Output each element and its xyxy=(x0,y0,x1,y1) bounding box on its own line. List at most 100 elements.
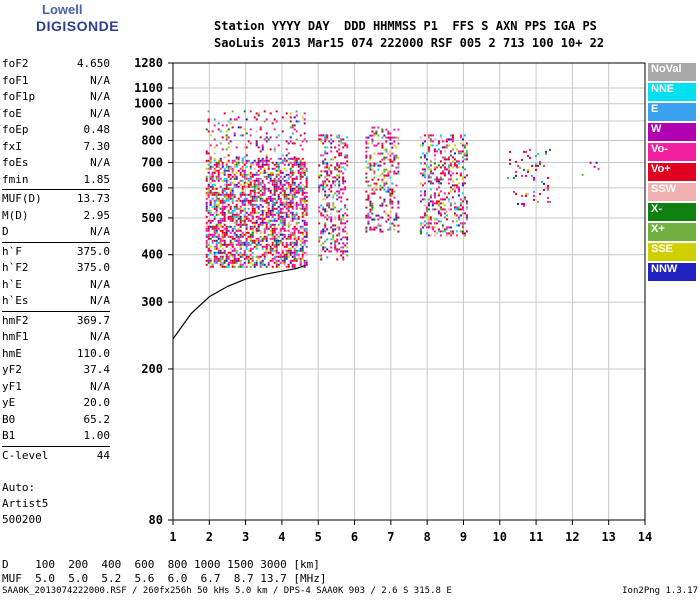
echo-point xyxy=(213,235,216,238)
echo-point xyxy=(283,189,286,192)
echo-point xyxy=(243,217,246,220)
echo-point xyxy=(221,199,224,202)
echo-point xyxy=(291,199,294,202)
echo-point xyxy=(305,175,308,178)
echo-point xyxy=(295,251,298,254)
echo-point xyxy=(375,162,378,165)
echo-point xyxy=(285,197,288,200)
echo-point xyxy=(283,159,286,162)
echo-point xyxy=(427,202,430,205)
echo-point xyxy=(455,160,458,163)
echo-point xyxy=(369,200,372,203)
echo-point xyxy=(383,156,386,159)
echo-point xyxy=(219,221,222,224)
echo-point xyxy=(227,154,230,157)
echo-point xyxy=(251,175,254,178)
echo-point xyxy=(235,161,238,164)
echo-point xyxy=(397,166,400,169)
echo-point xyxy=(241,173,244,176)
echo-point xyxy=(251,259,254,262)
echo-point xyxy=(233,239,236,242)
echo-point xyxy=(235,213,238,216)
echo-point xyxy=(237,126,240,129)
echo-point xyxy=(387,188,390,191)
echo-point xyxy=(281,243,284,246)
echo-point xyxy=(297,185,300,188)
echo-point xyxy=(263,171,266,174)
echo-point xyxy=(365,228,368,231)
echo-point xyxy=(205,197,208,200)
echo-point xyxy=(389,198,392,201)
echo-point xyxy=(213,205,216,208)
echo-point xyxy=(291,169,294,172)
echo-point xyxy=(543,182,545,185)
echo-point xyxy=(247,199,250,202)
echo-point xyxy=(245,175,248,178)
echo-point xyxy=(289,185,292,188)
echo-point xyxy=(293,124,296,127)
echo-point xyxy=(217,251,220,254)
echo-point xyxy=(225,130,228,133)
echo-point xyxy=(293,213,296,216)
y-tick-label: 200 xyxy=(141,362,163,376)
echo-point xyxy=(277,167,280,170)
echo-point xyxy=(207,211,210,214)
echo-point xyxy=(457,194,460,197)
echo-point xyxy=(393,196,396,199)
echo-point xyxy=(255,171,258,174)
echo-point xyxy=(326,256,329,259)
echo-point xyxy=(263,138,266,141)
echo-point xyxy=(251,247,254,250)
echo-point xyxy=(443,204,446,207)
echo-point xyxy=(340,200,343,203)
echo-point xyxy=(241,193,244,196)
echo-point xyxy=(275,183,278,186)
echo-point xyxy=(235,243,238,246)
echo-point xyxy=(243,146,246,149)
param-row: M(D) 2.95 xyxy=(2,208,110,225)
echo-point xyxy=(463,222,466,225)
echo-point xyxy=(453,212,456,215)
echo-point xyxy=(223,249,226,252)
echo-point xyxy=(346,164,349,167)
echo-point xyxy=(209,221,212,224)
echo-point xyxy=(344,250,347,253)
param-row: D N/A xyxy=(2,224,110,241)
echo-point xyxy=(305,253,308,256)
echo-point xyxy=(231,227,234,230)
echo-point xyxy=(277,217,280,220)
echo-point xyxy=(326,204,329,207)
echo-point xyxy=(455,230,458,233)
echo-point xyxy=(205,209,208,212)
echo-point xyxy=(525,150,527,153)
echo-point xyxy=(223,241,226,244)
echo-point xyxy=(293,183,296,186)
echo-point xyxy=(225,163,228,166)
echo-point xyxy=(427,204,430,207)
echo-point xyxy=(383,162,386,165)
echo-point xyxy=(324,134,327,137)
echo-point xyxy=(375,130,378,133)
echo-point xyxy=(255,173,258,176)
echo-point xyxy=(445,158,448,161)
echo-point xyxy=(455,186,458,189)
echo-point xyxy=(289,157,292,160)
echo-point xyxy=(324,216,327,219)
echo-point xyxy=(595,161,598,164)
echo-point xyxy=(235,118,238,121)
echo-point xyxy=(221,235,224,238)
echo-point xyxy=(251,251,254,254)
echo-point xyxy=(275,245,278,248)
echo-point xyxy=(324,136,327,139)
echo-point xyxy=(322,208,325,211)
echo-point xyxy=(257,185,260,188)
echo-point xyxy=(277,187,280,190)
echo-point xyxy=(295,120,298,123)
echo-point xyxy=(215,205,218,208)
param-row: h`F 375.0 xyxy=(2,244,110,261)
echo-point xyxy=(445,168,448,171)
x-tick-label: 9 xyxy=(460,530,467,544)
echo-point xyxy=(457,166,460,169)
echo-point xyxy=(346,236,349,239)
echo-point xyxy=(273,255,276,258)
